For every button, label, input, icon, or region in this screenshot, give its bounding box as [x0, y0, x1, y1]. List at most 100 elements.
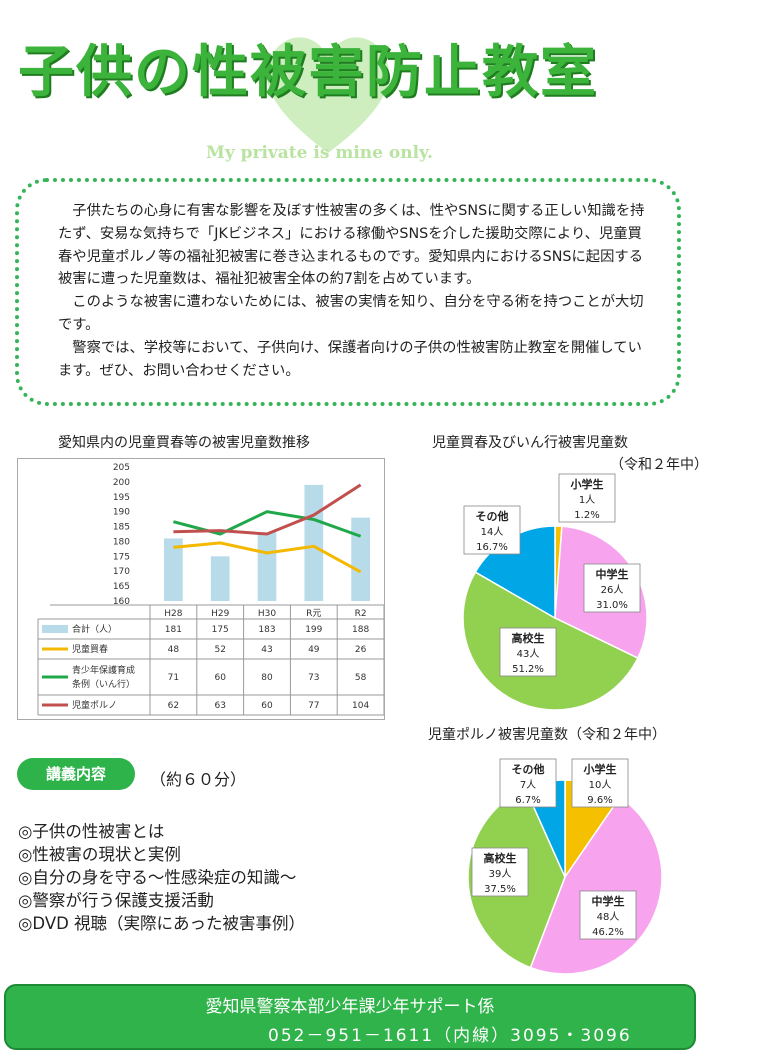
pie-label-name: その他 — [476, 509, 509, 523]
pie-label-count: 10人 — [589, 779, 612, 791]
pie2-title: 児童ポルノ被害児童数（令和２年中） — [428, 727, 666, 743]
pie-label-box — [579, 890, 637, 940]
category-label: R2 — [355, 609, 367, 619]
combo-chart-frame: 1601651701751801851901952002050204060801… — [17, 458, 413, 720]
legend-label: 合計（人） — [72, 623, 117, 635]
series-line — [173, 483, 362, 536]
pie-label-pct: 51.2% — [512, 664, 544, 675]
pie-label-count: 39人 — [489, 868, 512, 880]
pie-label-count: 14人 — [481, 526, 504, 538]
pie-label-box — [499, 627, 557, 677]
table-value: 71 — [168, 673, 179, 683]
left-axis-tick: 165 — [113, 582, 130, 592]
legend-label: 児童ポルノ — [72, 699, 117, 711]
pie-label-name: 高校生 — [512, 631, 545, 645]
left-axis-tick: 205 — [113, 463, 130, 473]
contact-footer: 愛知県警察本部少年課少年サポート係 052－951－1611（内線）3095・3… — [4, 984, 696, 1050]
left-axis-tick: 170 — [113, 567, 130, 577]
pie-label-name: 中学生 — [596, 567, 629, 581]
pie1-title: 児童買春及びいん行被害児童数 — [432, 435, 628, 451]
pie1-subtitle: （令和２年中） — [610, 457, 708, 473]
left-axis-tick: 180 — [113, 537, 130, 547]
category-label: R元 — [306, 609, 321, 619]
pie-label-count: 43人 — [517, 648, 540, 660]
combo-chart-title: 愛知県内の児童買春等の被害児童数推移 — [58, 435, 310, 451]
legend-label: 児童買春 — [72, 643, 108, 655]
bar-total — [210, 556, 230, 601]
category-label: H29 — [211, 609, 229, 619]
left-axis-tick: 185 — [113, 523, 130, 533]
page-title: 子供の性被害防止教室 — [18, 40, 598, 105]
pie-label-count: 7人 — [520, 779, 536, 791]
pie-label-box — [471, 847, 529, 897]
left-axis-tick: 160 — [113, 597, 130, 607]
pie-label-name: 小学生 — [583, 762, 617, 776]
legend-label: 条例（いん行） — [72, 678, 135, 690]
table-value: 62 — [168, 701, 179, 711]
lecture-item: ◎自分の身を守る～性感染症の知識～ — [18, 868, 297, 887]
pie-label-pct: 16.7% — [476, 542, 508, 553]
lecture-duration: （約６０分） — [150, 770, 247, 789]
combo-chart: 1601651701751801851901952002050204060801… — [37, 463, 413, 716]
legend-label: 青少年保護育成 — [72, 664, 135, 676]
left-axis-tick: 175 — [113, 552, 130, 562]
pie-label-count: 26人 — [601, 584, 624, 596]
pie-label-box — [463, 505, 521, 555]
table-value: 26 — [355, 645, 367, 655]
lecture-list: ◎子供の性被害とは ◎性被害の現状と実例 ◎自分の身を守る～性感染症の知識～ ◎… — [18, 820, 305, 935]
lecture-item: ◎DVD 視聴（実際にあった被害事例） — [18, 914, 306, 933]
pie-label-name: 小学生 — [570, 477, 604, 491]
intro-paragraph: 警察では、学校等において、子供向け、保護者向けの子供の性被害防止教室を開催してい… — [58, 339, 642, 379]
footer-organization: 愛知県警察本部少年課少年サポート係 — [205, 997, 495, 1017]
table-value: 77 — [308, 701, 319, 711]
legend-key — [42, 625, 68, 633]
pie-chart-1: 小学生 1人 1.2% 中学生 26人 31.0% 高校生 43人 51.2% その他 14人 16.… — [462, 473, 648, 711]
table-value: 104 — [352, 701, 369, 711]
pie-label-count: 48人 — [597, 911, 620, 923]
pie-label-name: 高校生 — [484, 851, 517, 865]
table-value: 181 — [165, 625, 182, 635]
table-value: 80 — [261, 673, 273, 683]
page-subtitle: My private is mine only. — [206, 143, 433, 163]
left-axis-tick: 190 — [113, 508, 130, 518]
category-label: H30 — [258, 609, 276, 619]
table-value: 49 — [308, 645, 320, 655]
table-value: 43 — [261, 645, 272, 655]
pie-label-name: その他 — [512, 762, 545, 776]
pie-label-pct: 6.7% — [515, 795, 540, 806]
pie-label-box — [571, 758, 629, 808]
table-value: 199 — [305, 625, 322, 635]
lecture-item: ◎子供の性被害とは — [18, 822, 165, 841]
table-value: 52 — [214, 645, 225, 655]
table-value: 175 — [212, 625, 229, 635]
pie-label-box — [499, 758, 557, 808]
heart-decoration — [266, 37, 390, 153]
left-axis-tick: 195 — [113, 493, 130, 503]
lecture-badge: 講義内容 — [17, 758, 135, 790]
category-label: H28 — [164, 609, 182, 619]
table-value: 63 — [214, 701, 225, 711]
pie-label-pct: 37.5% — [484, 884, 516, 895]
lecture-item: ◎性被害の現状と実例 — [18, 845, 181, 864]
left-axis-tick: 200 — [113, 478, 130, 488]
bar-total — [257, 532, 277, 601]
pie-label-box — [558, 473, 616, 523]
table-value: 73 — [308, 673, 319, 683]
table-value: 183 — [258, 625, 275, 635]
bar-total — [351, 517, 370, 601]
pie-chart-2: 小学生 10人 9.6% 中学生 48人 46.2% 高校生 39人 37.5% その他 7人 6.7… — [467, 758, 663, 975]
table-value: 60 — [214, 673, 226, 683]
table-value: 188 — [352, 625, 369, 635]
table-value: 60 — [261, 701, 273, 711]
intro-paragraph: このような被害に遭わないためには、被害の実情を知り、自分を守る術を持つことが大切… — [58, 294, 644, 333]
intro-box — [15, 178, 681, 406]
data-table: H28 H29 H30 R元 R2 合計（人） 181 175 183 199 188 児童買春 48 5… — [37, 604, 385, 716]
table-value: 48 — [168, 645, 180, 655]
series-line — [173, 541, 362, 574]
pie-label-count: 1人 — [579, 494, 595, 506]
table-value: 58 — [355, 673, 367, 683]
pie-label-pct: 31.0% — [596, 600, 628, 611]
bar-total — [164, 538, 183, 601]
intro-paragraph: 子供たちの心身に有害な影響を及ぼす性被害の多くは、性やSNSに関する正しい知識を… — [58, 203, 645, 288]
pie-label-name: 中学生 — [592, 894, 625, 908]
